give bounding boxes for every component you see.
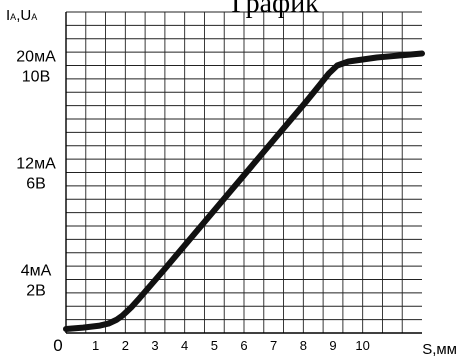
x-tick-label: 5 (211, 338, 218, 353)
chart-title: График (231, 0, 319, 19)
y-axis-label-i: I (6, 7, 10, 24)
y-tick-label-current: 4мА (21, 263, 52, 280)
grid (66, 11, 422, 333)
y-axis-label-sep: , (16, 7, 20, 24)
x-tick-label: 9 (329, 338, 336, 353)
origin-label: 0 (53, 336, 62, 355)
y-tick-label-voltage: 10В (22, 69, 50, 86)
x-tick-label: 1 (92, 338, 99, 353)
y-axis-label-u-sub: A (31, 12, 37, 22)
x-tick-label: 10 (355, 338, 369, 353)
x-tick-label: 2 (122, 338, 129, 353)
x-tick-label: 6 (240, 338, 247, 353)
series-line (63, 50, 425, 332)
y-tick-label-voltage: 2В (26, 283, 46, 300)
x-tick-label: 4 (181, 338, 188, 353)
series-layer (63, 50, 425, 332)
axes (65, 12, 422, 334)
y-tick-label-current: 12мА (16, 156, 56, 173)
y-tick-label-voltage: 6В (26, 176, 46, 193)
y-axis-label: IA,UA (6, 7, 37, 24)
y-axis-label-i-sub: A (10, 12, 16, 22)
y-tick-label-current: 20мА (16, 49, 56, 66)
x-tick-label: 8 (300, 338, 307, 353)
x-tick-labels: 1 2 3 4 5 6 7 8 9 10 (92, 338, 370, 353)
y-tick-labels: 4мА 2В 12мА 6В 20мА 10В (16, 49, 56, 300)
x-axis-label: S,мм (422, 341, 457, 356)
x-tick-label: 3 (151, 338, 158, 353)
x-tick-label: 7 (270, 338, 277, 353)
y-axis-label-u: U (20, 7, 31, 24)
